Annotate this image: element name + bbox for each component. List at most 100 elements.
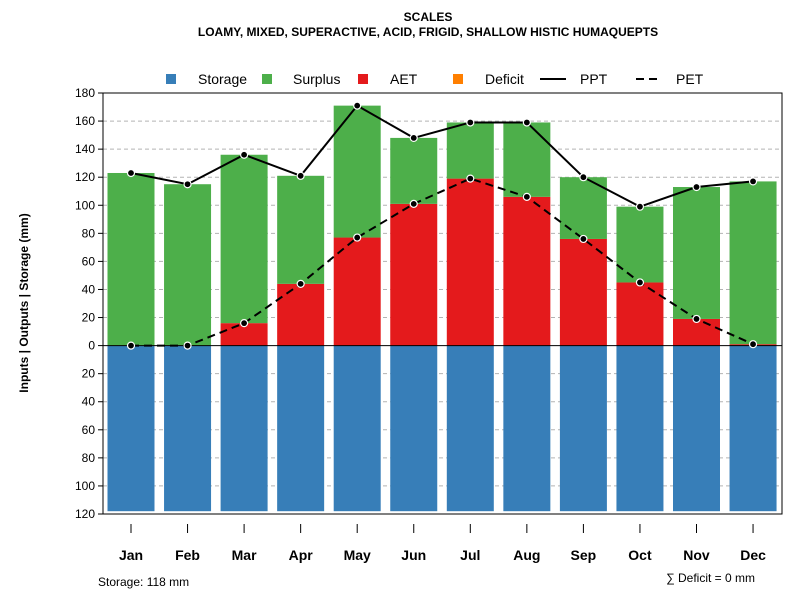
x-tick-label: Nov — [683, 547, 710, 563]
surplus-bar — [333, 105, 381, 238]
ppt-point — [353, 101, 362, 110]
deficit-note: ∑ Deficit = 0 mm — [666, 571, 755, 585]
y-tick-label: 0 — [88, 339, 95, 353]
storage-note: Storage: 118 mm — [98, 575, 189, 589]
chart-legend: Storage Surplus AET Deficit PPT PET — [166, 71, 704, 87]
pet-point — [183, 341, 192, 350]
legend-label: Surplus — [293, 71, 340, 87]
y-tick-label: 40 — [82, 395, 96, 409]
ppt-point — [126, 168, 136, 178]
pet-point — [353, 233, 362, 242]
aet-bar — [446, 178, 494, 346]
pet-point — [240, 319, 249, 328]
ppt-point — [635, 202, 645, 211]
ppt-point — [240, 150, 249, 159]
chart-title: SCALES — [404, 10, 453, 24]
x-tick-label: Aug — [513, 547, 540, 563]
storage-bar — [164, 345, 212, 512]
legend-label: PPT — [580, 71, 608, 87]
y-tick-label: 40 — [82, 282, 96, 296]
surplus-bar — [277, 175, 325, 284]
pet-point — [296, 279, 305, 288]
surplus-bar — [446, 122, 494, 179]
y-axis: 180 160 140 120 100 80 60 40 20 0 20 40 60 80 100 120 — [75, 86, 104, 521]
surplus-bar — [107, 172, 155, 346]
ppt-point — [748, 177, 758, 186]
ppt-point — [522, 118, 531, 127]
chart-subtitle: LOAMY, MIXED, SUPERACTIVE, ACID, FRIGID,… — [198, 25, 658, 39]
aet-bar — [616, 282, 664, 346]
legend-swatch — [358, 74, 368, 84]
surplus-bar — [390, 137, 438, 204]
y-tick-label: 100 — [75, 198, 95, 212]
y-tick-label: 20 — [82, 367, 96, 381]
legend-swatch — [453, 74, 463, 84]
legend-label: AET — [390, 71, 418, 87]
storage-bar — [107, 345, 155, 512]
y-tick-label: 20 — [82, 311, 96, 325]
y-tick-label: 80 — [82, 451, 96, 465]
aet-bar — [673, 318, 720, 346]
lines-layer — [126, 101, 758, 350]
ppt-point — [579, 173, 588, 182]
storage-bar — [333, 345, 381, 512]
surplus-bar — [616, 206, 664, 283]
y-tick-label: 60 — [82, 254, 96, 268]
legend-label: Deficit — [485, 71, 524, 87]
y-tick-label: 120 — [75, 170, 95, 184]
storage-bar — [729, 345, 777, 512]
x-tick-label: Jul — [460, 547, 480, 563]
y-tick-label: 140 — [75, 142, 95, 156]
x-tick-label: Apr — [289, 547, 314, 563]
pet-point — [522, 192, 531, 201]
pet-point — [466, 174, 475, 183]
aet-bar — [390, 203, 438, 346]
storage-bar — [220, 345, 268, 512]
storage-bar — [559, 345, 607, 512]
ppt-line — [130, 104, 754, 208]
pet-point — [748, 340, 758, 349]
surplus-bar — [559, 177, 607, 239]
aet-bar — [277, 283, 325, 346]
ppt-point — [183, 180, 192, 189]
x-tick-label: Sep — [571, 547, 597, 563]
pet-line — [131, 177, 754, 347]
surplus-bar — [673, 187, 720, 319]
surplus-bar — [164, 184, 212, 346]
storage-bar — [390, 345, 438, 512]
surplus-bar — [729, 181, 777, 345]
bars-layer — [102, 92, 783, 515]
pet-point — [579, 234, 588, 244]
storage-bar — [446, 345, 494, 512]
legend-swatch — [262, 74, 272, 84]
x-tick-label: Oct — [628, 547, 652, 563]
surplus-bar — [220, 154, 268, 324]
aet-bar — [333, 237, 381, 346]
x-tick-label: May — [344, 547, 371, 563]
x-tick-label: Feb — [175, 547, 200, 563]
legend-label: Storage — [198, 71, 247, 87]
y-tick-label: 180 — [75, 86, 95, 100]
ppt-point — [409, 133, 418, 143]
y-axis-label: Inputs | Outputs | Storage (mm) — [17, 213, 31, 392]
legend-swatch — [166, 74, 176, 84]
ppt-point — [466, 118, 475, 127]
pet-point — [409, 199, 418, 208]
aet-bar — [559, 238, 607, 346]
ppt-point — [296, 171, 305, 180]
pet-point — [692, 314, 701, 324]
y-tick-label: 80 — [82, 226, 96, 240]
y-tick-label: 100 — [75, 479, 95, 493]
storage-bar — [277, 345, 325, 512]
ppt-point — [692, 182, 701, 192]
x-tick-label: Jan — [119, 547, 143, 563]
x-tick-label: Dec — [740, 547, 766, 563]
storage-bar — [503, 345, 551, 512]
storage-bar — [673, 345, 720, 512]
legend-label: PET — [676, 71, 704, 87]
pet-point — [126, 341, 136, 350]
aet-bar — [503, 196, 551, 346]
y-tick-label: 120 — [75, 507, 95, 521]
